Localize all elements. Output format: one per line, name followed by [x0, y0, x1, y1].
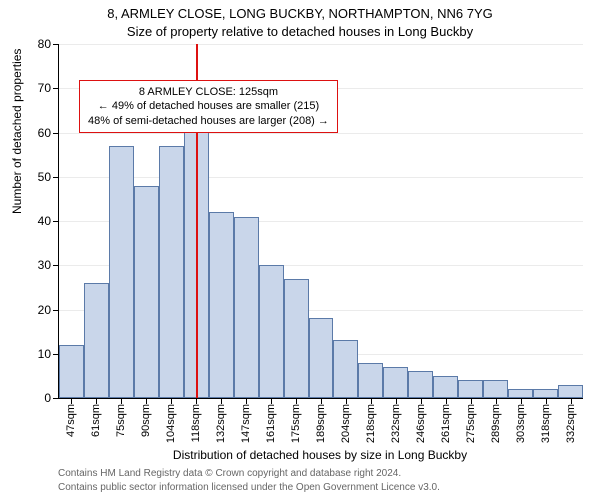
x-tick-label: 261sqm	[440, 404, 452, 443]
histogram-bar	[159, 146, 184, 398]
chart-title-line2: Size of property relative to detached ho…	[0, 24, 600, 39]
annotation-line: 8 ARMLEY CLOSE: 125sqm	[88, 85, 329, 99]
histogram-bar	[59, 345, 84, 398]
histogram-bar	[109, 146, 134, 398]
x-tick-label: 161sqm	[265, 404, 277, 443]
x-tick-label: 61sqm	[90, 404, 102, 437]
x-tick-label: 204sqm	[340, 404, 352, 443]
x-tick-label: 118sqm	[190, 404, 202, 442]
x-tick-label: 189sqm	[315, 404, 327, 443]
histogram-bar	[309, 318, 334, 398]
y-tick-label: 60	[38, 126, 51, 140]
chart-container: 8, ARMLEY CLOSE, LONG BUCKBY, NORTHAMPTO…	[0, 0, 600, 500]
x-tick-label: 332sqm	[565, 404, 577, 443]
y-tick-label: 80	[38, 37, 51, 51]
y-tick	[53, 221, 59, 222]
y-tick	[53, 265, 59, 266]
histogram-bar	[483, 380, 508, 398]
y-tick-label: 0	[44, 391, 51, 405]
x-tick-label: 289sqm	[490, 404, 502, 443]
histogram-bar	[433, 376, 458, 398]
histogram-bar	[558, 385, 583, 398]
histogram-bar	[134, 186, 159, 398]
y-tick	[53, 398, 59, 399]
y-tick	[53, 133, 59, 134]
y-tick-label: 20	[38, 303, 51, 317]
histogram-bar	[508, 389, 533, 398]
histogram-bar	[533, 389, 558, 398]
x-tick-label: 175sqm	[290, 404, 302, 443]
plot-area: 0102030405060708047sqm61sqm75sqm90sqm104…	[58, 44, 583, 399]
y-tick	[53, 310, 59, 311]
x-tick-label: 75sqm	[115, 404, 127, 437]
x-tick-label: 303sqm	[515, 404, 527, 443]
y-tick-label: 40	[38, 214, 51, 228]
gridline	[59, 177, 583, 178]
annotation-box: 8 ARMLEY CLOSE: 125sqm← 49% of detached …	[79, 80, 338, 133]
histogram-bar	[209, 212, 234, 398]
y-tick	[53, 177, 59, 178]
x-tick-label: 104sqm	[165, 404, 177, 443]
histogram-bar	[458, 380, 483, 398]
y-axis-label: Number of detached properties	[10, 49, 24, 214]
annotation-line: 48% of semi-detached houses are larger (…	[88, 114, 329, 128]
y-tick-label: 10	[38, 347, 51, 361]
footer-line1: Contains HM Land Registry data © Crown c…	[58, 468, 401, 479]
x-tick-label: 232sqm	[390, 404, 402, 443]
x-tick-label: 318sqm	[540, 404, 552, 443]
histogram-bar	[358, 363, 383, 398]
footer-line2: Contains public sector information licen…	[58, 482, 440, 493]
gridline	[59, 44, 583, 45]
histogram-bar	[383, 367, 408, 398]
x-tick-label: 132sqm	[215, 404, 227, 443]
histogram-bar	[259, 265, 284, 398]
y-tick-label: 30	[38, 258, 51, 272]
y-tick	[53, 88, 59, 89]
histogram-bar	[333, 340, 358, 398]
x-tick-label: 246sqm	[415, 404, 427, 443]
x-tick-label: 47sqm	[65, 404, 77, 437]
histogram-bar	[408, 371, 433, 398]
histogram-bar	[84, 283, 109, 398]
y-tick-label: 50	[38, 170, 51, 184]
chart-title-line1: 8, ARMLEY CLOSE, LONG BUCKBY, NORTHAMPTO…	[0, 6, 600, 21]
x-tick-label: 90sqm	[140, 404, 152, 437]
annotation-line: ← 49% of detached houses are smaller (21…	[88, 99, 329, 113]
x-tick-label: 218sqm	[365, 404, 377, 443]
histogram-bar	[234, 217, 259, 398]
y-tick	[53, 44, 59, 45]
x-tick-label: 275sqm	[465, 404, 477, 443]
y-tick-label: 70	[38, 81, 51, 95]
x-tick-label: 147sqm	[240, 404, 252, 443]
x-axis-label: Distribution of detached houses by size …	[58, 448, 582, 462]
histogram-bar	[284, 279, 309, 398]
